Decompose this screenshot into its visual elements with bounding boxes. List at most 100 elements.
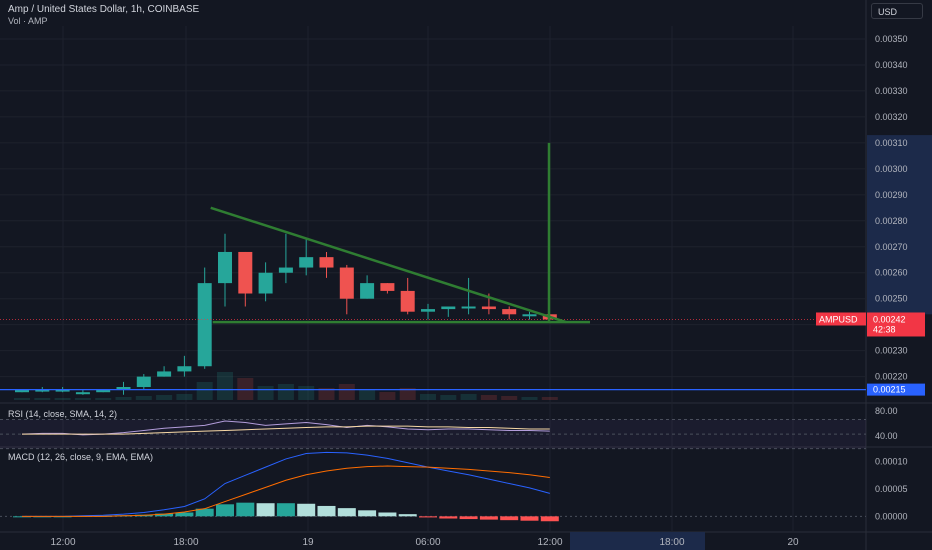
macd-tick-label: 0.00005 [875,484,908,494]
macd-tick-label: 0.00010 [875,457,908,467]
price-tick-label: 0.00330 [875,86,908,96]
volume-bar [257,386,274,400]
time-tick-label: 19 [302,537,314,548]
volume-bar [277,384,294,400]
candle-body [136,376,151,388]
macd-histogram-bar [459,516,478,520]
volume-bar [14,398,30,400]
rsi-sma-line [22,425,550,435]
candle-body [319,257,334,268]
volume-bar [298,386,315,400]
macd-histogram-bar [398,514,417,517]
macd-line [22,451,550,517]
macd-histogram-bar [317,505,336,517]
candle-body [522,314,537,317]
price-tick-label: 0.00280 [875,216,908,226]
volume-bar [196,382,213,400]
price-tick-label: 0.00350 [875,34,908,44]
volume-bar [460,394,477,400]
candle-body [177,366,192,372]
macd-histogram-bar [276,503,295,517]
volume-bar [359,390,376,400]
macd-histogram-bar [195,508,214,517]
support-price-tag [867,383,925,396]
candle-body [35,389,50,392]
price-tick-label: 0.00230 [875,346,908,356]
volume-bar [541,397,558,400]
macd-histogram-bar [520,516,539,521]
price-tick-label: 0.00260 [875,268,908,278]
symbol-tag [816,312,866,326]
chart-title: Amp / United States Dollar, 1h, COINBASE [8,4,200,15]
volume-bar [399,388,416,400]
price-tick-label: 0.00270 [875,242,908,252]
volume-bar [54,398,71,400]
volume-bar [379,392,396,400]
candle-body [197,283,212,367]
volume-bar [156,395,173,400]
volume-bar [480,395,497,400]
rsi-tick-label: 80.00 [875,406,898,416]
candle-body [116,387,131,390]
macd-histogram-bar [540,516,559,522]
macd-histogram-bar [216,504,234,517]
candle-body [380,283,395,291]
rsi-label: RSI (14, close, SMA, 14, 2) [8,409,118,419]
support-price-text: 0.00215 [873,385,906,395]
candle-body [400,290,415,312]
candle-body [421,309,435,312]
time-tick-label: 12:00 [50,537,75,548]
currency-selector[interactable]: USD [871,3,923,19]
macd-histogram-bar [337,508,356,517]
macd-histogram-bar [479,516,498,520]
current-price-text: 0.00242 [873,314,906,324]
volume-bar [135,396,152,400]
price-tick-label: 0.00300 [875,164,908,174]
time-tick-label: 20 [787,537,799,548]
candle-body [461,306,476,309]
candle-body [75,392,90,395]
volume-bar [501,396,518,400]
time-tick-label: 18:00 [173,537,198,548]
time-range-highlight [570,532,705,550]
volume-bar [34,398,51,400]
volume-bar [420,394,436,400]
candle-body [258,272,273,294]
macd-tick-label: 0.00000 [875,511,908,521]
macd-histogram-bar [378,512,397,517]
candle-body [157,371,172,377]
price-tick-label: 0.00220 [875,372,908,382]
macd-histogram-bar [236,502,255,517]
candle-body [441,306,456,310]
macd-histogram-bar [256,503,275,517]
axis-range-highlight [867,135,932,315]
candle-body [55,389,70,392]
price-tick-label: 0.00310 [875,138,908,148]
rsi-tick-label: 40.00 [875,431,898,441]
volume-bar [115,397,132,400]
volume-bar [440,395,457,400]
candle-body [339,267,354,299]
candle-body [360,283,375,299]
macd-label: MACD (12, 26, close, 9, EMA, EMA) [8,452,154,462]
bar-countdown-text: 42:38 [873,324,896,334]
volume-bar [74,398,91,400]
macd-histogram-bar [297,503,316,517]
volume-bar [318,388,335,400]
volume-bar [521,397,538,400]
price-tick-label: 0.00340 [875,60,908,70]
volume-bar [95,398,112,400]
macd-histogram-bar [358,510,377,517]
candle-body [481,306,496,310]
macd-signal-line [22,465,550,517]
macd-histogram-bar [419,516,437,518]
candle-body [218,251,232,284]
candle-body [238,251,253,294]
candle-body [278,267,293,273]
time-tick-label: 06:00 [415,537,440,548]
price-tick-label: 0.00290 [875,190,908,200]
candle-body [299,257,314,268]
current-price-tag [867,312,925,337]
